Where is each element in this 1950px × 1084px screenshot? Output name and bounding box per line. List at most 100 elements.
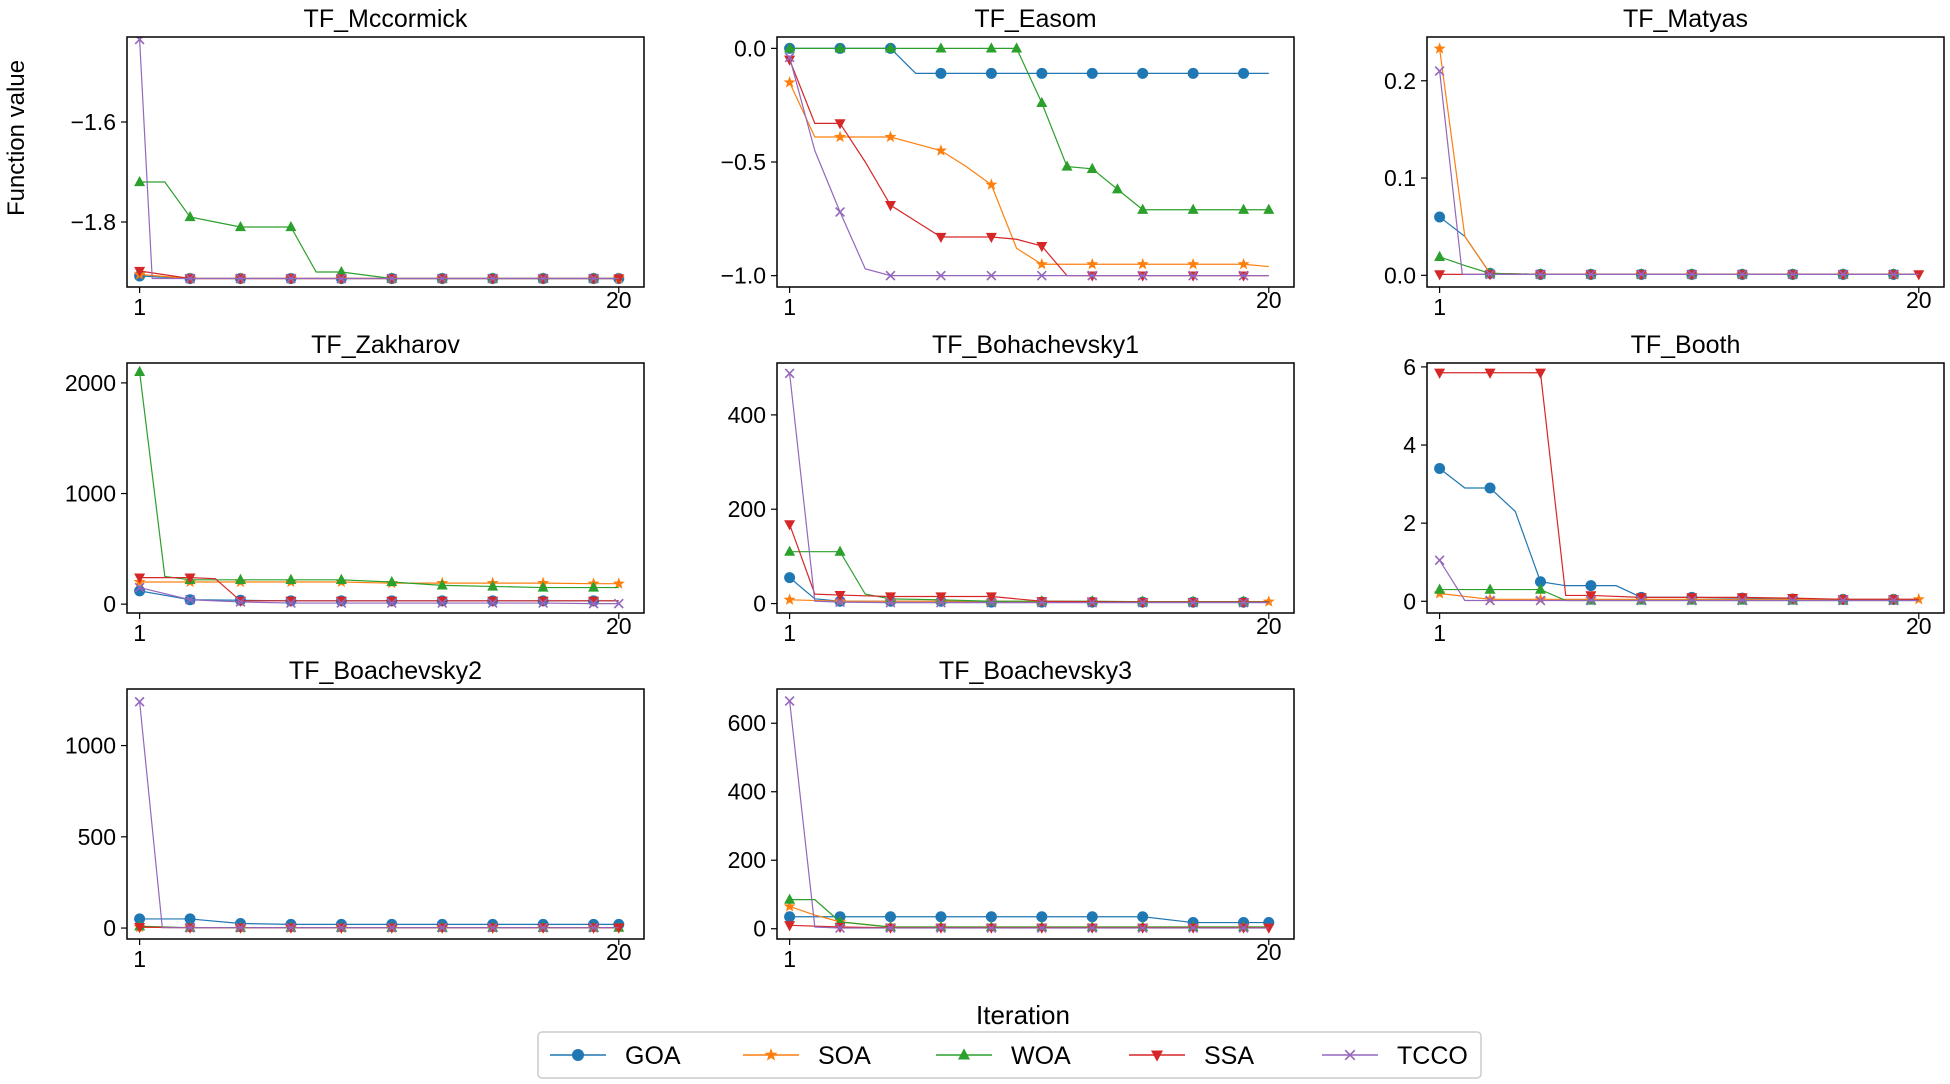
series-line	[139, 576, 619, 602]
subplot-title: TF_Boachevsky3	[939, 657, 1132, 685]
y-tick-label: 4	[1403, 432, 1416, 458]
y-tick-label: 0	[753, 591, 766, 617]
legend-label: SOA	[818, 1042, 871, 1070]
x-tick-label: 1	[1433, 620, 1446, 646]
series-line	[789, 59, 1269, 277]
legend-item-soa: SOA	[743, 1042, 871, 1070]
data-point	[1434, 66, 1445, 77]
data-point	[835, 597, 846, 608]
data-point	[935, 911, 947, 923]
data-point	[985, 232, 997, 244]
data-point	[1787, 269, 1798, 280]
data-point	[1087, 270, 1098, 281]
data-point	[335, 265, 347, 277]
x-tick-label: 20	[606, 939, 632, 965]
y-tick-label: 1000	[65, 481, 116, 507]
data-point	[1585, 580, 1597, 592]
axes-frame	[1426, 36, 1945, 288]
series-goa	[784, 911, 1275, 929]
series-line	[789, 551, 1269, 603]
legend-item-tcco: TCCO	[1322, 1042, 1468, 1070]
data-point	[1238, 597, 1249, 608]
data-point	[784, 696, 795, 706]
data-point	[386, 598, 397, 609]
data-point	[285, 573, 297, 584]
data-point	[1011, 42, 1023, 53]
data-point	[1534, 368, 1546, 379]
data-point	[1838, 269, 1849, 280]
data-point	[1434, 270, 1446, 281]
data-point	[1188, 923, 1199, 934]
series-soa	[133, 268, 625, 284]
data-point	[1137, 67, 1149, 79]
data-point	[1888, 595, 1899, 606]
series-ssa	[1434, 368, 1919, 606]
series-line	[1439, 216, 1919, 275]
data-point	[835, 207, 846, 217]
data-point	[134, 582, 145, 593]
data-point	[784, 893, 796, 904]
series-line	[789, 373, 1269, 604]
series-tcco	[784, 368, 1269, 608]
x-tick-label: 20	[1256, 939, 1282, 965]
data-point	[783, 900, 796, 912]
subplot-title: TF_Zakharov	[311, 331, 460, 359]
axes-frame	[126, 36, 645, 288]
legend-frame	[537, 1031, 1482, 1079]
series-ssa	[134, 266, 625, 285]
data-point	[834, 545, 846, 556]
data-point	[1888, 269, 1899, 280]
legend-label: TCCO	[1397, 1042, 1468, 1070]
data-point	[134, 696, 145, 707]
series-woa	[1434, 583, 1919, 605]
data-point	[588, 922, 599, 933]
data-point	[1238, 203, 1250, 214]
data-point	[1036, 67, 1048, 79]
legend-label: WOA	[1011, 1042, 1071, 1070]
data-point	[784, 42, 796, 53]
data-point	[885, 597, 896, 608]
data-point	[1484, 482, 1496, 494]
data-point	[588, 273, 599, 284]
series-woa	[134, 175, 619, 283]
data-point	[184, 913, 196, 925]
y-tick-label: 0	[753, 916, 766, 942]
data-point	[1238, 923, 1249, 934]
data-point	[784, 572, 796, 584]
data-point	[134, 923, 146, 934]
plot-area	[783, 696, 1275, 934]
data-point	[1263, 923, 1275, 934]
legend-item-ssa: SSA	[1129, 1042, 1254, 1070]
series-tcco	[134, 37, 619, 284]
x-tick-label: 20	[1256, 287, 1282, 313]
plot-area	[1433, 368, 1925, 606]
data-point	[1636, 595, 1647, 606]
data-point	[1086, 257, 1099, 270]
y-tick-label: 200	[728, 496, 766, 522]
data-point	[336, 273, 347, 284]
data-point	[1036, 923, 1047, 934]
data-point	[1036, 597, 1047, 608]
subplot-grid: TF_Mccormick−1.6−1.81 20TF_Easom0.0−0.5−1…	[65, 5, 1945, 972]
data-point	[985, 178, 998, 190]
data-point	[1913, 270, 1925, 281]
data-point	[1686, 269, 1697, 280]
series-tcco	[1434, 66, 1919, 280]
data-point	[134, 913, 146, 925]
subplot-title: TF_Matyas	[1623, 5, 1748, 33]
data-point	[1585, 595, 1596, 606]
data-point	[1137, 923, 1148, 934]
data-point	[1262, 595, 1275, 607]
figure-x-axis-label: Iteration	[976, 1000, 1070, 1030]
legend-marker	[1151, 1050, 1163, 1062]
data-point	[285, 273, 296, 284]
data-point	[885, 923, 896, 934]
y-tick-label: 500	[78, 824, 116, 850]
series-tcco	[784, 696, 1269, 934]
y-tick-label: −1.6	[71, 109, 116, 135]
plot-area	[133, 365, 625, 609]
x-tick-label: 1	[133, 294, 146, 320]
series-tcco	[1434, 555, 1919, 606]
subplot: TF_Easom 0.0 −0.5 −1.0 1 20	[721, 5, 1295, 320]
